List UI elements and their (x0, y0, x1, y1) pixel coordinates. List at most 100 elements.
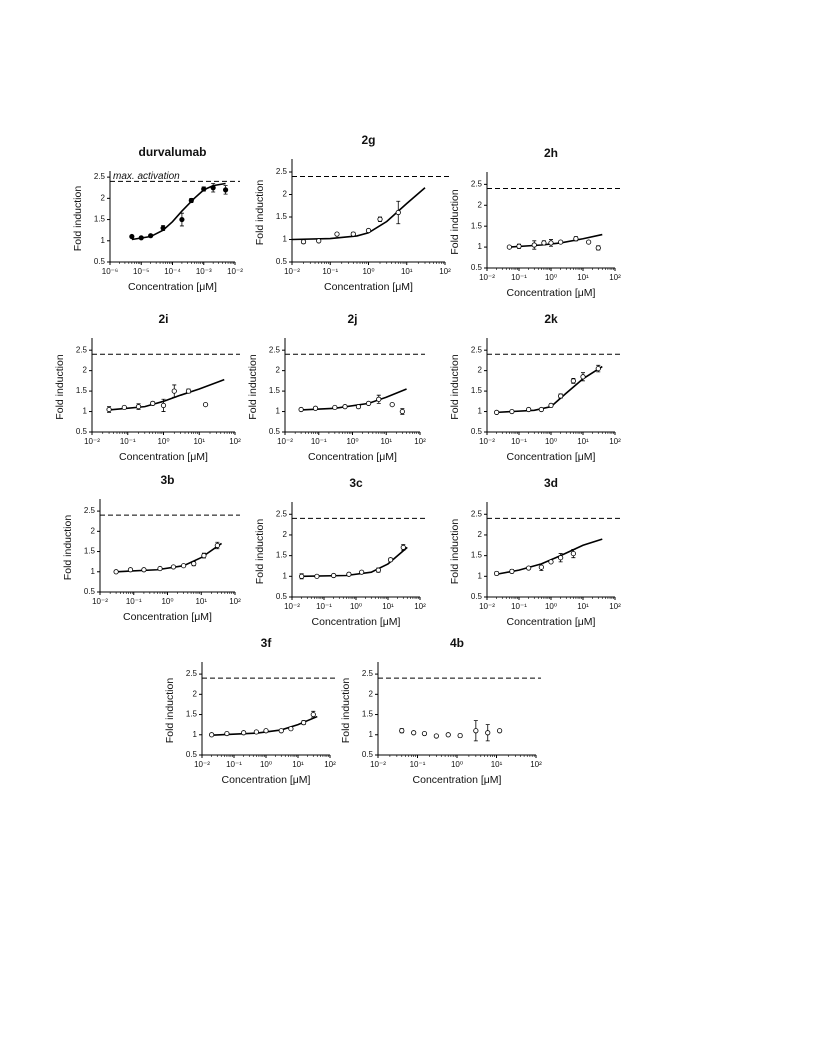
y-tick-label: 0.5 (186, 750, 198, 759)
y-tick-label: 1.5 (76, 386, 88, 395)
data-point (377, 216, 383, 222)
y-axis-label: Fold induction (62, 515, 74, 581)
y-tick-label: 2.5 (362, 669, 374, 678)
data-point (411, 730, 417, 736)
data-point (350, 231, 356, 237)
x-tick-label: 10⁻² (284, 267, 300, 276)
data-point (209, 732, 215, 738)
x-axis-label: Concentration [μM] (312, 616, 401, 628)
data-point (331, 572, 337, 579)
x-tick-label: 10⁻¹ (126, 597, 142, 606)
x-tick-label: 10⁰ (451, 760, 463, 769)
x-tick-label: 10¹ (292, 760, 304, 769)
x-tick-label: 10⁰ (161, 597, 173, 606)
y-axis-label: Fold induction (449, 354, 461, 420)
y-tick-label: 2.5 (276, 509, 288, 518)
data-point (457, 732, 463, 739)
panel-title: 4b (450, 636, 464, 650)
x-tick-label: 10⁰ (545, 602, 557, 611)
panel: 3c Concentration [μM] Fold induction 0.5 1 1.… (254, 476, 426, 628)
y-tick-label: 1 (91, 567, 96, 576)
y-tick-label: 2 (283, 530, 288, 539)
data-point (548, 402, 554, 409)
data-point (253, 729, 259, 735)
y-tick-label: 1 (478, 242, 483, 251)
x-tick-label: 10¹ (577, 602, 589, 611)
x-axis-label: Concentration [μM] (128, 281, 217, 293)
data-point (185, 388, 192, 394)
panel: 2k Concentration [μM] Fold induction 0.5 1 1.… (449, 312, 621, 463)
x-tick-label: 10¹ (382, 602, 394, 611)
y-tick-label: 2 (478, 200, 483, 209)
x-tick-label: 10⁰ (260, 760, 272, 769)
panel: 4b Concentration [μM] Fold induction 0.5 1 1.… (340, 636, 542, 786)
y-tick-label: 1.5 (471, 551, 483, 560)
y-tick-label: 2.5 (269, 345, 281, 354)
y-tick-label: 2 (91, 526, 96, 535)
y-tick-label: 1.5 (362, 710, 374, 719)
data-point (301, 720, 307, 726)
data-point (366, 400, 372, 406)
y-tick-label: 0.5 (276, 257, 288, 266)
data-point (365, 227, 372, 234)
data-point (160, 225, 166, 231)
annotation: max. activation (113, 171, 180, 182)
y-tick-label: 2.5 (76, 345, 88, 354)
data-point (298, 406, 304, 413)
panel: 2i Concentration [μM] Fold induction 0.5 1 1.… (54, 312, 241, 463)
data-point (188, 197, 194, 204)
y-tick-label: 1.5 (276, 212, 288, 221)
data-point (179, 216, 185, 223)
data-point (389, 401, 395, 408)
data-point (113, 569, 119, 575)
y-tick-label: 2 (478, 530, 483, 539)
y-tick-label: 2 (83, 366, 88, 375)
data-point (138, 235, 144, 241)
data-point (263, 728, 269, 734)
y-axis-label: Fold induction (247, 354, 259, 420)
data-point (509, 408, 515, 415)
panel: 2g Concentration [μM] Fold induction 0.5 1 1.… (254, 133, 451, 293)
x-tick-label: 10⁻² (284, 602, 300, 611)
x-tick-label: 10⁻² (92, 597, 108, 606)
data-point (541, 240, 547, 246)
data-point (224, 730, 230, 737)
y-tick-label: 2.5 (471, 509, 483, 518)
panel-title: 2i (158, 312, 168, 326)
x-tick-label: 10⁻³ (196, 267, 212, 276)
x-tick-label: 10⁻⁵ (133, 267, 149, 276)
y-tick-label: 0.5 (269, 427, 281, 436)
x-tick-label: 10⁻⁶ (102, 267, 118, 276)
data-point (399, 728, 405, 734)
y-tick-label: 1 (276, 407, 281, 416)
data-point (538, 564, 544, 570)
x-tick-label: 10⁰ (157, 437, 169, 446)
data-point (148, 233, 154, 239)
data-point (170, 564, 177, 570)
data-point (121, 404, 127, 411)
data-point (445, 732, 451, 738)
panel-title: 3f (261, 636, 273, 650)
y-tick-label: 0.5 (84, 587, 96, 596)
panel-title: durvalumab (138, 145, 206, 159)
x-axis-label: Concentration [μM] (222, 774, 311, 786)
data-point (494, 409, 500, 415)
data-point (160, 402, 167, 409)
data-point (171, 388, 177, 394)
y-tick-label: 1.5 (269, 386, 281, 395)
data-point (346, 571, 352, 577)
x-tick-label: 10⁰ (545, 437, 557, 446)
y-tick-label: 1 (283, 235, 288, 244)
panel-title: 2g (361, 133, 375, 147)
panel-title: 2k (544, 312, 558, 326)
y-tick-label: 1.5 (276, 551, 288, 560)
data-point (558, 393, 564, 399)
x-tick-label: 10¹ (491, 760, 503, 769)
y-tick-label: 0.5 (362, 750, 374, 759)
x-axis-label: Concentration [μM] (119, 451, 208, 463)
y-tick-label: 0.5 (471, 263, 483, 272)
data-point (316, 238, 322, 244)
y-tick-label: 2.5 (276, 167, 288, 176)
y-tick-label: 2 (369, 689, 374, 698)
y-tick-label: 2 (276, 366, 281, 375)
